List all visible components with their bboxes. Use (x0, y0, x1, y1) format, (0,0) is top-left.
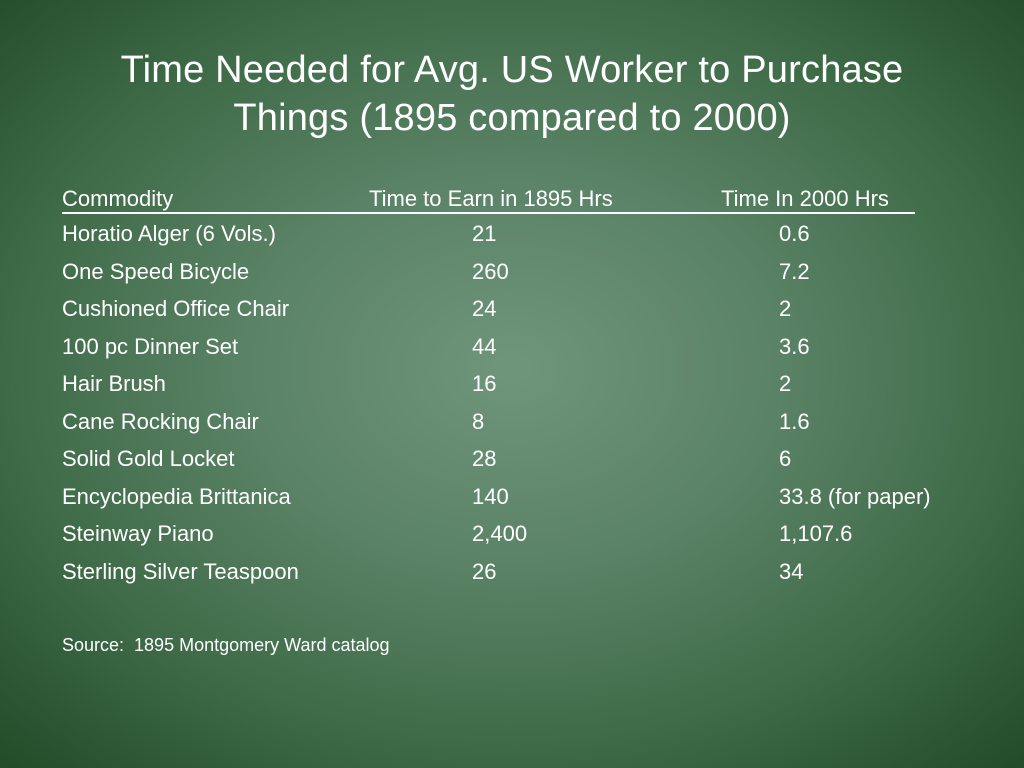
hours-2000-cell: 34 (779, 558, 804, 584)
slide-title: Time Needed for Avg. US Worker to Purcha… (40, 46, 984, 142)
table-row: 100 pc Dinner Set 44 3.6 (62, 328, 982, 366)
hours-2000-cell: 2 (779, 296, 792, 321)
hours-2000-cell: 1,107.6 (779, 521, 853, 546)
hours-1895-cell: 28 (472, 446, 497, 471)
hours-1895-cell: 24 (472, 296, 497, 321)
hours-1895-cell: 44 (472, 333, 497, 359)
hours-2000-cell: 33.8 (for paper) (779, 483, 931, 509)
commodity-cell: Encyclopedia Brittanica (62, 483, 291, 509)
hours-2000-cell: 3.6 (779, 333, 810, 359)
hours-1895-cell: 21 (472, 221, 497, 246)
hours-1895-cell: 260 (472, 258, 509, 284)
commodity-cell: Solid Gold Locket (62, 446, 235, 471)
commodity-cell: Steinway Piano (62, 521, 214, 546)
table-header-row: Commodity Time to Earn in 1895 Hrs Time … (62, 183, 982, 215)
comparison-table: Commodity Time to Earn in 1895 Hrs Time … (62, 183, 982, 590)
commodity-cell: Sterling Silver Teaspoon (62, 558, 299, 584)
commodity-cell: Cushioned Office Chair (62, 296, 290, 321)
table-row: One Speed Bicycle 260 7.2 (62, 253, 982, 291)
slide-title-line-2: Things (1895 compared to 2000) (233, 97, 791, 139)
commodity-cell: 100 pc Dinner Set (62, 333, 239, 359)
table-row: Encyclopedia Brittanica 140 33.8 (for pa… (62, 478, 982, 516)
table-row: Cane Rocking Chair 8 1.6 (62, 403, 982, 441)
table-row: Steinway Piano 2,400 1,107.6 (62, 515, 982, 553)
header-time-1895: Time to Earn in 1895 Hrs (369, 186, 613, 211)
table-row: Sterling Silver Teaspoon 26 34 (62, 553, 982, 591)
table-row: Hair Brush 16 2 (62, 365, 982, 403)
hours-2000-cell: 2 (779, 371, 792, 396)
table-row: Solid Gold Locket 28 6 (62, 440, 982, 478)
table-row: Horatio Alger (6 Vols.) 21 0.6 (62, 215, 982, 253)
hours-2000-cell: 1.6 (779, 408, 810, 434)
commodity-cell: One Speed Bicycle (62, 258, 250, 284)
header-time-2000: Time In 2000 Hrs (721, 186, 889, 211)
commodity-cell: Horatio Alger (6 Vols.) (62, 221, 276, 246)
commodity-cell: Hair Brush (62, 371, 166, 396)
hours-1895-cell: 8 (472, 408, 485, 434)
hours-2000-cell: 0.6 (779, 221, 810, 246)
hours-2000-cell: 6 (779, 446, 792, 471)
hours-1895-cell: 16 (472, 371, 497, 396)
source-note: Source: 1895 Montgomery Ward catalog (62, 635, 390, 655)
hours-1895-cell: 2,400 (472, 521, 528, 546)
header-commodity: Commodity (62, 186, 174, 211)
table-row: Cushioned Office Chair 24 2 (62, 290, 982, 328)
hours-2000-cell: 7.2 (779, 258, 810, 284)
commodity-cell: Cane Rocking Chair (62, 408, 259, 434)
hours-1895-cell: 140 (472, 483, 509, 509)
header-underline (62, 212, 915, 214)
hours-1895-cell: 26 (472, 558, 497, 584)
slide-title-line-1: Time Needed for Avg. US Worker to Purcha… (120, 49, 904, 91)
